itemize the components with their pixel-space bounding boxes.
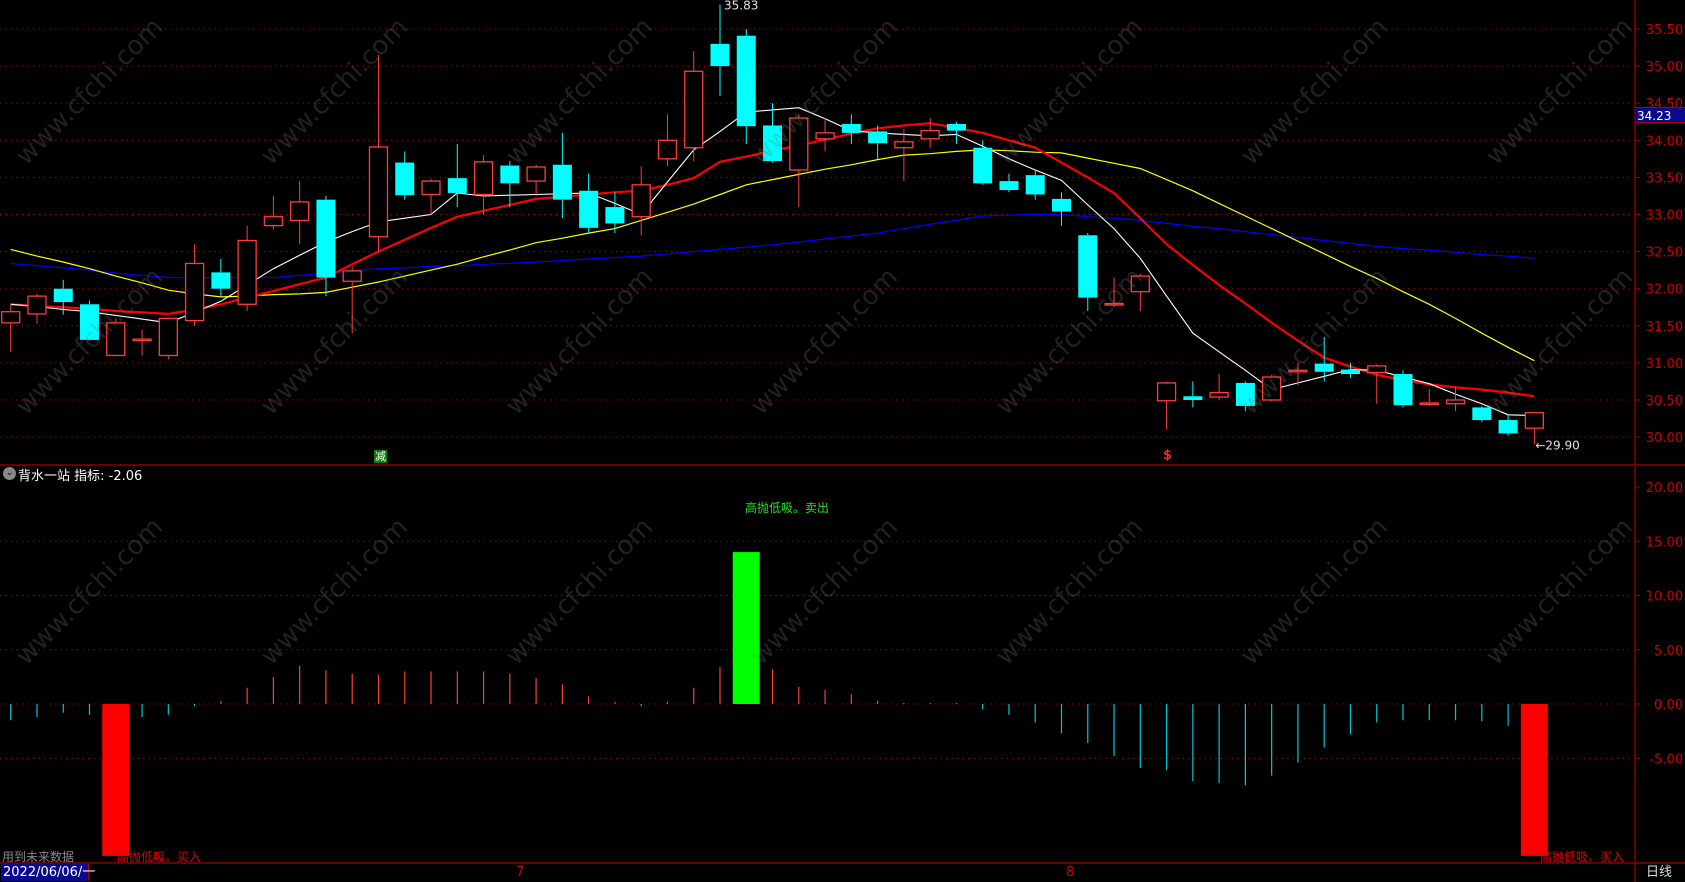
- price-tick-label: 33.50: [1646, 171, 1683, 186]
- candle-up: [158, 317, 178, 357]
- collapse-chevron-icon[interactable]: ⌄: [3, 467, 16, 480]
- candle-down: [1183, 396, 1203, 400]
- candle-down: [552, 164, 572, 200]
- buy-signal-bar: [1520, 704, 1548, 856]
- price-tick-label: 34.00: [1646, 134, 1683, 149]
- candle-up: [106, 322, 126, 357]
- candle-down: [763, 125, 783, 162]
- candle-down: [80, 304, 100, 340]
- ma20-line: [10, 149, 1535, 362]
- indicator-title: 背水一站 指标: -2.06: [18, 469, 143, 484]
- candle-up: [526, 166, 546, 182]
- candle-up: [237, 239, 257, 305]
- candle-down: [736, 35, 756, 127]
- high-price-label: 35.83: [724, 0, 758, 13]
- indicator-tick-label: 15.00: [1646, 535, 1683, 550]
- candle-up: [1, 311, 21, 324]
- candle-up: [1104, 302, 1124, 306]
- indicator-tick-label: 10.00: [1646, 590, 1683, 605]
- month-label: 7: [516, 865, 525, 880]
- candle-up: [631, 184, 651, 218]
- candle-down: [1235, 382, 1255, 406]
- candle-up: [657, 139, 678, 160]
- candle-up: [368, 146, 389, 238]
- candle-down: [395, 162, 415, 196]
- candle-down: [1052, 198, 1071, 212]
- candle-up: [1156, 382, 1177, 402]
- price-tick-label: 31.50: [1646, 320, 1683, 335]
- candle-down: [53, 288, 73, 303]
- candle-down: [605, 207, 625, 224]
- candle-up: [184, 262, 205, 322]
- candle-up: [290, 201, 310, 222]
- candle-down: [211, 272, 231, 289]
- reduce-marker: 减: [374, 450, 387, 463]
- candle-down: [500, 165, 520, 184]
- price-tick-label: 35.50: [1646, 23, 1683, 38]
- price-tick-label: 32.50: [1646, 246, 1683, 261]
- candle-up: [27, 295, 47, 315]
- candle-down: [973, 147, 993, 184]
- price-tick-label: 30.00: [1646, 431, 1683, 446]
- candle-down: [1340, 369, 1360, 375]
- candle-down: [710, 43, 730, 67]
- low-price-label: ←29.90: [1535, 439, 1579, 453]
- candle-up: [473, 161, 494, 196]
- sell-signal-label: 高抛低吸。卖出: [745, 501, 830, 515]
- candle-down: [999, 181, 1019, 191]
- candle-down: [841, 123, 861, 133]
- ma60-line: [10, 213, 1535, 279]
- candle-up: [1130, 275, 1150, 293]
- price-tick-label: 30.50: [1646, 394, 1683, 409]
- price-tick-label: 33.00: [1646, 209, 1683, 224]
- candle-down: [316, 199, 336, 278]
- candle-up: [1524, 411, 1545, 429]
- month-label: 8: [1066, 865, 1075, 880]
- cursor-date: 2022/06/06/一: [1, 864, 96, 881]
- candle-up: [815, 132, 835, 140]
- candle-up: [1419, 402, 1439, 406]
- candle-up: [342, 270, 362, 282]
- candle-up: [132, 338, 152, 342]
- indicator-tick-label: 0.00: [1654, 698, 1683, 713]
- candle-up: [1209, 391, 1229, 398]
- indicator-tick-label: -5.00: [1649, 752, 1683, 767]
- buy-signal-bar: [102, 704, 130, 856]
- candle-up: [1367, 365, 1387, 374]
- candle-up: [1445, 399, 1466, 405]
- candle-down: [1498, 420, 1518, 434]
- candle-up: [421, 180, 441, 196]
- sell-signal-bar: [732, 552, 760, 704]
- candle-down: [946, 123, 966, 131]
- dollar-s-icon: $: [1163, 448, 1173, 463]
- candle-down: [1393, 374, 1413, 406]
- indicator-tick-label: 20.00: [1646, 481, 1683, 496]
- candle-down: [579, 190, 599, 228]
- candle-up: [894, 141, 914, 149]
- candle-down: [447, 178, 467, 193]
- candle-up: [684, 70, 704, 149]
- candle-up: [1288, 369, 1308, 373]
- candle-up: [789, 117, 809, 171]
- candle-down: [1025, 175, 1045, 195]
- candle-up: [920, 130, 940, 140]
- price-tick-label: 32.00: [1646, 283, 1683, 298]
- candle-up: [263, 216, 284, 227]
- candle-down: [1472, 407, 1492, 421]
- price-tick-label: 35.00: [1646, 60, 1683, 75]
- indicator-tick-label: 5.00: [1654, 644, 1683, 659]
- last-price-badge: 34.23: [1635, 107, 1685, 123]
- price-tick-label: 31.00: [1646, 357, 1683, 372]
- candle-down: [1078, 235, 1098, 298]
- buy-signal-label: 高抛低吸。买入: [1540, 850, 1625, 864]
- future-data-note: 用到未来数据: [2, 850, 75, 864]
- buy-signal-label: 高抛低吸。买入: [117, 850, 202, 864]
- candle-down: [1314, 363, 1334, 372]
- candle-down: [868, 131, 888, 144]
- period-selector[interactable]: 日线: [1646, 865, 1673, 880]
- candle-up: [1262, 376, 1282, 401]
